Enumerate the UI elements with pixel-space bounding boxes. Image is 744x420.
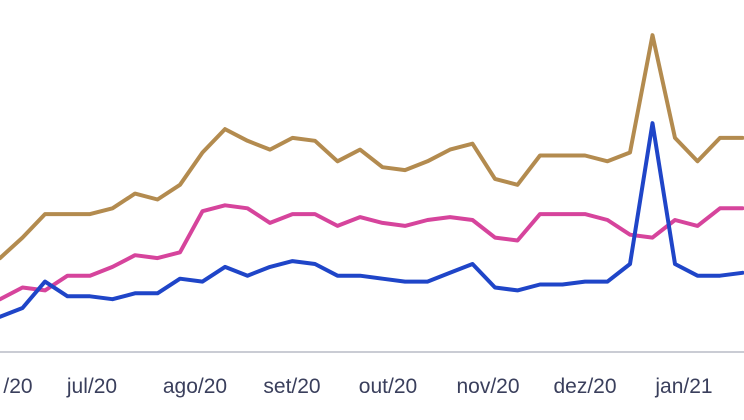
- x-tick-label: nov/20: [456, 375, 519, 398]
- series-line-1: [0, 33, 744, 261]
- x-tick-label: jan/21: [654, 375, 712, 398]
- x-tick-label: out/20: [359, 375, 417, 398]
- x-tick-label: set/20: [263, 375, 320, 398]
- series-line-3: [0, 121, 744, 319]
- x-tick-labels: /20 jul/20 ago/20 set/20 out/20 nov/20 dez/20 j…: [3, 375, 712, 398]
- x-tick-label: jul/20: [66, 375, 117, 398]
- series-group: [0, 33, 744, 319]
- series-line-2: [0, 203, 744, 302]
- x-tick-label: ago/20: [163, 375, 227, 398]
- x-tick-label: /20: [3, 375, 32, 398]
- x-tick-label: dez/20: [553, 375, 616, 398]
